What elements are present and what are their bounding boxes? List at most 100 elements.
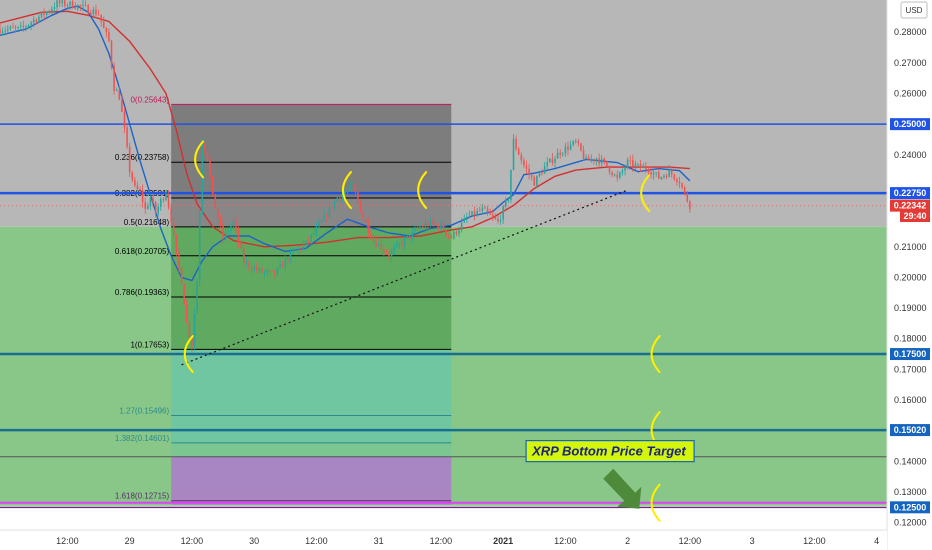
candle-body xyxy=(541,173,543,175)
candle-body xyxy=(79,5,82,7)
candle-body xyxy=(683,187,686,194)
candle-body xyxy=(61,0,64,4)
fib-label-1: 1(0.17653) xyxy=(130,340,169,349)
candle-body xyxy=(134,180,136,186)
candle-body xyxy=(481,207,484,211)
candle-body xyxy=(323,214,325,221)
candle-body xyxy=(274,270,276,276)
countdown-badge: 29:40 xyxy=(900,210,930,222)
candle-body xyxy=(152,197,154,202)
marker-arc-1 xyxy=(341,171,352,210)
candle-body xyxy=(536,175,538,186)
price-badge-5 xyxy=(890,501,930,514)
annotation-layer[interactable]: XRP Bottom Price Target xyxy=(525,440,695,509)
candle-body xyxy=(245,261,248,264)
time-tick-label: 30 xyxy=(249,536,259,546)
candle-body xyxy=(463,218,466,223)
time-tick-label: 12:00 xyxy=(554,536,577,546)
candle-body xyxy=(128,146,131,173)
fib-label-0.786: 0.786(0.19363) xyxy=(115,288,170,297)
candle-body xyxy=(458,229,460,234)
candle-body xyxy=(645,166,647,170)
candle-body xyxy=(629,159,632,161)
candle-body xyxy=(14,27,17,29)
candle-body xyxy=(587,157,590,161)
candle-body xyxy=(227,231,230,232)
candle-body xyxy=(660,176,663,179)
candle-body xyxy=(346,188,349,192)
candle-body xyxy=(105,28,108,33)
candle-body xyxy=(572,141,574,145)
candle-body xyxy=(167,193,170,208)
fib-label-1.382: 1.382(0.14601) xyxy=(115,434,170,443)
fib-label-0.236: 0.236(0.23758) xyxy=(115,153,170,162)
candle-body xyxy=(357,191,359,202)
candle-body xyxy=(263,271,266,273)
candle-body xyxy=(87,5,89,13)
candle-body xyxy=(385,251,388,254)
candle-body xyxy=(147,206,149,209)
currency-button[interactable]: USD xyxy=(900,1,928,19)
marker-arc-7 xyxy=(183,335,194,374)
fib-label-1.618: 1.618(0.12715) xyxy=(115,492,170,501)
candle-body xyxy=(383,250,385,252)
candle-body xyxy=(551,158,554,163)
candle-body xyxy=(97,14,100,16)
candle-body xyxy=(613,174,616,176)
candle-body xyxy=(45,12,48,15)
candle-body xyxy=(126,127,128,147)
candle-body xyxy=(380,244,383,251)
candle-body xyxy=(621,170,624,173)
time-tick-label: 31 xyxy=(374,536,384,546)
candle-body xyxy=(595,158,598,161)
candle-body xyxy=(569,144,572,150)
candle-body xyxy=(341,193,344,200)
candle-body xyxy=(240,242,242,249)
candle-body xyxy=(559,152,561,155)
candle-body xyxy=(35,19,38,22)
candle-body xyxy=(338,197,341,200)
candle-body xyxy=(183,284,185,305)
candle-body xyxy=(668,169,670,177)
candle-body xyxy=(447,234,450,236)
candle-body xyxy=(515,138,517,149)
candle-body xyxy=(310,234,313,241)
candle-body xyxy=(554,158,556,163)
candle-body xyxy=(318,222,320,227)
candle-body xyxy=(172,222,175,235)
annotation-box[interactable] xyxy=(525,440,695,463)
candle-body xyxy=(250,267,253,270)
candle-body xyxy=(302,244,305,250)
candle-body xyxy=(598,158,600,164)
fib-fill-382-500 xyxy=(171,197,452,227)
candle-body xyxy=(434,223,437,225)
candle-body xyxy=(507,200,510,201)
candle-body xyxy=(115,90,118,92)
candle-body xyxy=(388,253,390,257)
candle-body xyxy=(326,214,328,218)
candle-body xyxy=(222,224,224,239)
price-tick-label: 0.28000 xyxy=(894,27,927,37)
price-tick-label: 0.17000 xyxy=(894,364,927,374)
currency-label: USD xyxy=(906,6,923,15)
candle-body xyxy=(230,226,232,232)
candle-body xyxy=(71,1,74,8)
time-axis-panel[interactable] xyxy=(0,530,887,550)
candle-body xyxy=(577,141,580,144)
price-badge-4 xyxy=(890,424,930,437)
marker-arc-3 xyxy=(640,174,651,213)
candle-body xyxy=(502,206,504,220)
time-axis-labels: 12:00 29 12:00 30 12:00 31 12:00 2021 12:00 2 12:0… xyxy=(56,536,879,546)
candle-body xyxy=(642,166,644,168)
candle-body xyxy=(523,160,525,166)
candle-body xyxy=(652,172,655,175)
candle-body xyxy=(201,143,204,213)
candle-body xyxy=(670,169,673,175)
time-tick-label: 12:00 xyxy=(56,536,79,546)
price-axis-panel[interactable] xyxy=(887,0,932,550)
candle-body xyxy=(64,0,66,6)
candle-body xyxy=(214,193,217,210)
candle-body xyxy=(175,234,178,253)
candle-body xyxy=(574,141,577,142)
